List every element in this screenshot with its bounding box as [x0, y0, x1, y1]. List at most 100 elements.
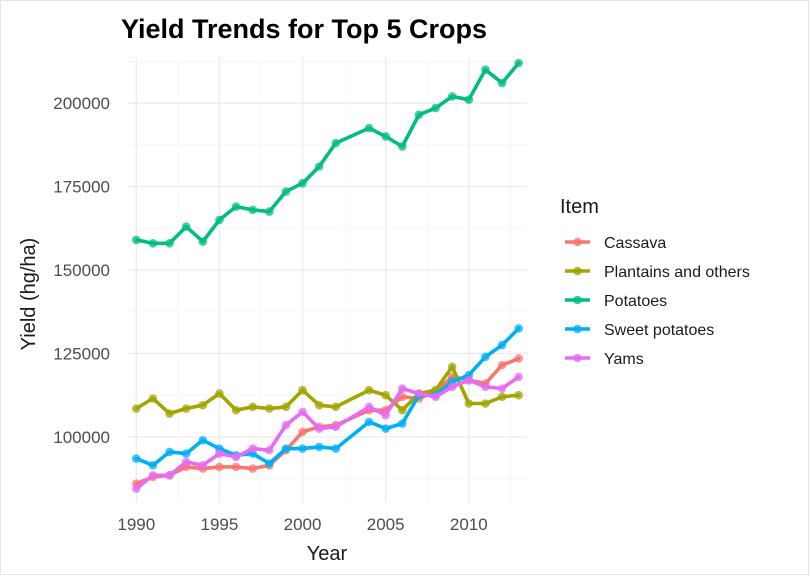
series-line-sweet-potatoes	[134, 326, 521, 468]
x-tick-label: 1990	[117, 515, 155, 534]
y-tick-label: 200000	[53, 94, 110, 113]
legend-title: Item	[560, 196, 599, 218]
data-point-plantains-and-others	[248, 402, 257, 412]
data-point-sweet-potatoes	[497, 340, 507, 350]
data-point-potatoes	[414, 110, 424, 120]
data-point-cassava	[248, 464, 257, 473]
data-point-yams	[497, 384, 507, 393]
legend-label: Plantains and others	[604, 264, 750, 281]
data-point-yams	[181, 457, 191, 467]
data-point-yams	[447, 382, 457, 392]
legend: Item Cassava Plantains and others Potatoes…	[560, 196, 750, 368]
data-point-yams	[364, 402, 374, 412]
data-point-plantains-and-others	[447, 362, 457, 372]
data-point-potatoes	[431, 103, 440, 113]
data-point-sweet-potatoes	[198, 435, 208, 445]
data-point-potatoes	[497, 78, 507, 88]
data-point-yams	[198, 460, 208, 470]
data-point-plantains-and-others	[198, 400, 208, 410]
data-point-yams	[331, 422, 341, 432]
data-point-plantains-and-others	[165, 409, 174, 418]
x-tick-label: 1995	[201, 515, 239, 534]
legend-item-plantains-and-others: Plantains and others	[565, 264, 750, 281]
data-point-sweet-potatoes	[381, 424, 390, 433]
y-axis-title: Yield (hg/ha)	[18, 238, 40, 351]
data-point-sweet-potatoes	[398, 419, 407, 428]
data-point-plantains-and-others	[481, 399, 490, 408]
data-point-plantains-and-others	[314, 400, 324, 410]
legend-key-point	[573, 353, 582, 363]
data-point-potatoes	[231, 202, 241, 211]
data-point-plantains-and-others	[381, 390, 390, 400]
data-point-cassava	[231, 462, 241, 472]
data-point-yams	[464, 375, 474, 385]
data-point-yams	[231, 452, 241, 462]
data-point-yams	[132, 484, 141, 493]
data-point-yams	[481, 382, 490, 392]
data-point-sweet-potatoes	[481, 352, 490, 362]
data-point-potatoes	[181, 222, 191, 231]
data-point-potatoes	[314, 162, 324, 171]
data-point-yams	[381, 410, 390, 420]
data-point-sweet-potatoes	[132, 454, 141, 463]
legend-label: Potatoes	[604, 293, 667, 310]
data-point-cassava	[497, 360, 507, 370]
y-tick-label: 100000	[53, 428, 110, 447]
series-plantains-and-others	[132, 362, 523, 418]
data-point-yams	[314, 424, 324, 433]
y-tick-label: 125000	[53, 344, 110, 363]
data-point-yams	[265, 445, 274, 455]
series-potatoes	[132, 58, 523, 248]
data-point-plantains-and-others	[398, 405, 407, 415]
grid	[128, 58, 527, 502]
data-point-potatoes	[215, 215, 224, 225]
data-point-plantains-and-others	[281, 402, 291, 412]
data-point-potatoes	[514, 58, 523, 68]
data-point-potatoes	[248, 205, 257, 215]
data-point-sweet-potatoes	[148, 460, 158, 470]
data-point-sweet-potatoes	[364, 417, 374, 427]
data-point-sweet-potatoes	[314, 442, 324, 452]
x-axis-title: Year	[307, 543, 348, 565]
data-point-plantains-and-others	[215, 389, 224, 398]
data-point-yams	[414, 389, 424, 398]
y-axis-ticks: 100000 125000 150000 175000 200000	[53, 94, 110, 447]
data-point-plantains-and-others	[464, 399, 474, 408]
legend-item-potatoes: Potatoes	[565, 293, 667, 310]
data-point-potatoes	[198, 237, 208, 246]
data-point-plantains-and-others	[132, 404, 141, 413]
series-yams	[132, 372, 523, 493]
data-point-sweet-potatoes	[331, 444, 341, 453]
data-point-sweet-potatoes	[514, 324, 523, 333]
data-point-potatoes	[148, 238, 158, 248]
data-point-yams	[431, 392, 440, 402]
data-point-plantains-and-others	[514, 390, 523, 400]
data-point-sweet-potatoes	[281, 444, 291, 453]
data-point-yams	[148, 470, 158, 480]
data-point-potatoes	[281, 187, 291, 196]
series-cassava	[132, 354, 523, 488]
data-point-cassava	[215, 462, 224, 472]
data-point-potatoes	[447, 92, 457, 101]
x-tick-label: 2010	[450, 515, 488, 534]
legend-item-yams: Yams	[565, 351, 644, 368]
data-point-sweet-potatoes	[298, 444, 307, 453]
data-point-plantains-and-others	[181, 404, 191, 413]
series-line-potatoes	[134, 61, 521, 246]
data-point-potatoes	[381, 132, 390, 141]
legend-label: Yams	[604, 351, 644, 368]
data-point-cassava	[514, 354, 523, 363]
legend-item-sweet-potatoes: Sweet potatoes	[565, 322, 714, 339]
data-point-yams	[215, 449, 224, 458]
data-point-yams	[514, 372, 523, 382]
legend-label: Cassava	[604, 235, 666, 252]
data-point-potatoes	[331, 138, 341, 148]
series-lines	[132, 58, 523, 493]
data-point-potatoes	[132, 235, 141, 245]
data-point-potatoes	[265, 207, 274, 216]
data-point-sweet-potatoes	[181, 449, 191, 458]
data-point-sweet-potatoes	[265, 459, 274, 468]
data-point-plantains-and-others	[231, 405, 241, 415]
legend-key-point	[573, 266, 582, 276]
